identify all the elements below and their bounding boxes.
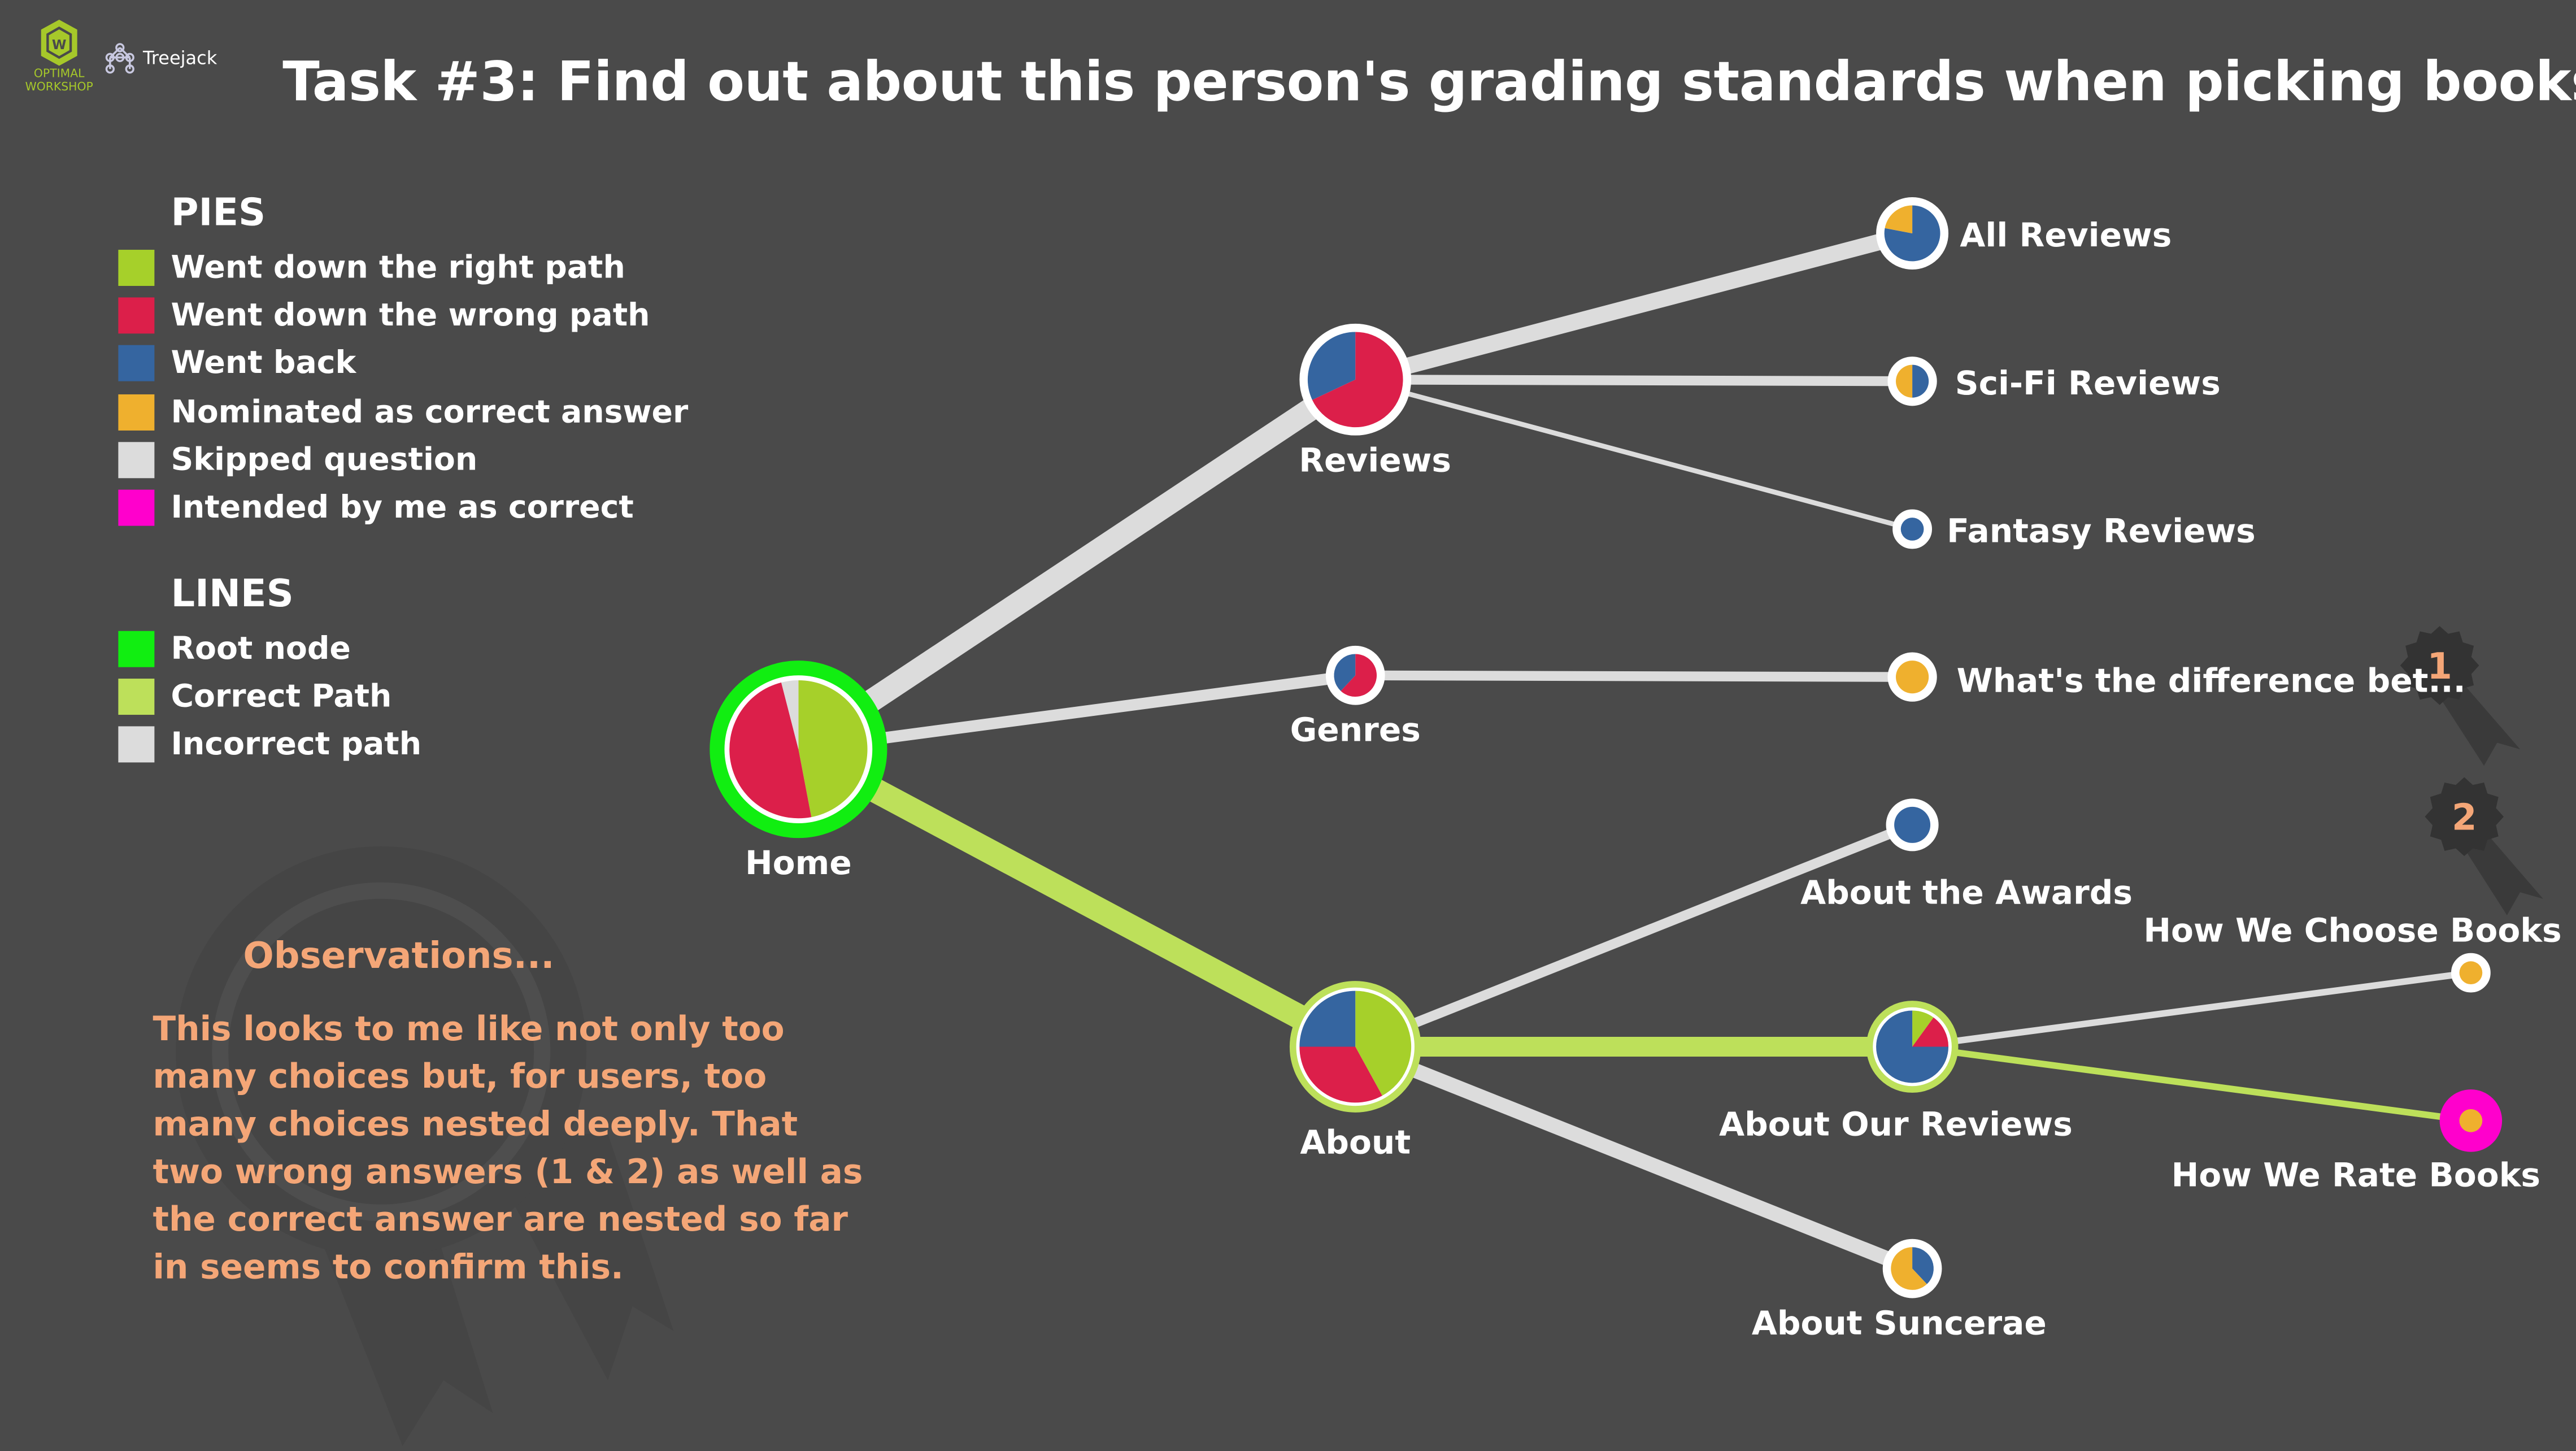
tree-node-difference[interactable]: What's the difference bet... [1890,655,2466,700]
node-label: About the Awards [1800,873,2133,911]
pie-slice-back [1894,807,1930,843]
tree-edge-incorrect [1355,380,1912,381]
tree-node-about-awards[interactable]: About the Awards [1800,801,2133,912]
node-label: Reviews [1299,441,1451,480]
node-label: Home [745,844,852,882]
tree-edge-incorrect [1355,825,1912,1047]
pie-slice-back [1299,991,1355,1047]
tree-edge-incorrect [1355,675,1912,677]
ranking-badge-number: 2 [2452,797,2477,839]
node-label: What's the difference bet... [1957,661,2466,700]
tree-node-about-reviews[interactable]: About Our Reviews [1719,1004,2073,1144]
pie-slice-back [1901,518,1924,541]
tree-node-about[interactable]: About [1293,984,1418,1162]
tree-node-scifi-reviews[interactable]: Sci-Fi Reviews [1890,359,2221,403]
node-label: How We Rate Books [2172,1156,2540,1194]
ranking-badge-icon: 2 [2425,777,2543,915]
tree-edge-incorrect [798,380,1355,749]
node-label: About Our Reviews [1719,1105,2073,1144]
pie-slice-nominated [2460,961,2483,984]
node-label: Sci-Fi Reviews [1955,364,2221,402]
node-label: Genres [1290,711,1421,749]
tree-node-genres[interactable]: Genres [1290,648,1421,749]
node-label: How We Choose Books [2143,911,2561,949]
tree-node-home[interactable]: Home [717,668,880,882]
tree-node-fantasy-reviews[interactable]: Fantasy Reviews [1895,512,2256,550]
tree-edge-correct [798,749,1355,1046]
tree-edge-incorrect [1355,233,1912,380]
tree-node-about-suncerae[interactable]: About Suncerae [1752,1241,2047,1342]
tree-edge-incorrect [1912,973,2471,1047]
tree-node-reviews[interactable]: Reviews [1299,326,1451,479]
tree-node-rate-books[interactable]: How We Rate Books [2172,1095,2540,1194]
tree-node-all-reviews[interactable]: All Reviews [1878,199,2172,267]
pie-slice-nominated [1896,661,1929,693]
tree-node-choose-books[interactable]: How We Choose Books [2143,911,2561,990]
pie-slice-nominated [2460,1109,2483,1132]
node-label: About Suncerae [1752,1304,2047,1342]
node-label: All Reviews [1960,216,2172,254]
node-label: About [1300,1123,1411,1162]
node-label: Fantasy Reviews [1947,512,2256,550]
tree-edge-incorrect [1355,1046,1912,1268]
